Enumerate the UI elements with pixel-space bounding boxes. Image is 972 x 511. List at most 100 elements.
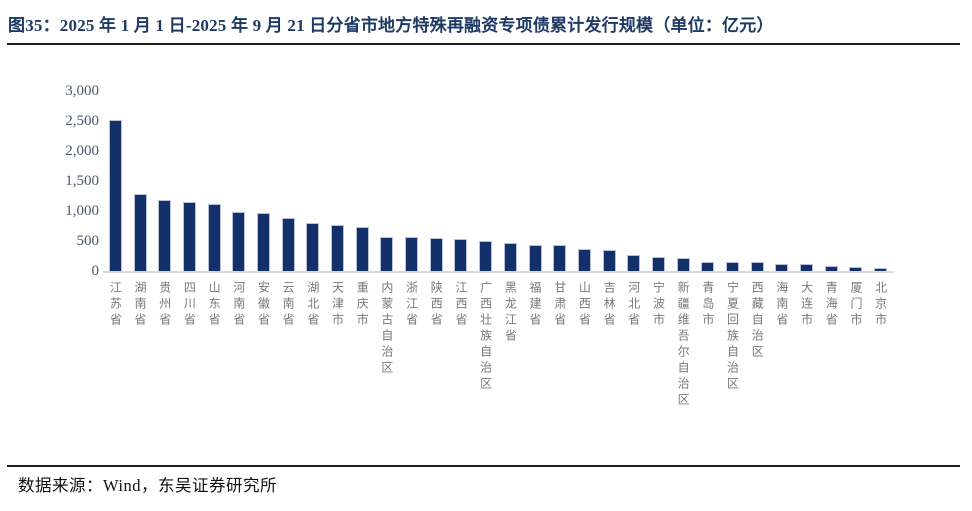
x-axis-label: 山东省 — [207, 281, 222, 329]
x-axis-label: 河北省 — [626, 281, 641, 329]
x-axis-label: 天津市 — [330, 281, 345, 329]
x-axis-label: 山西省 — [577, 281, 592, 329]
x-label-slot: 宁夏回族自治区 — [720, 281, 745, 393]
y-axis-labels: 0 500 1,000 1,500 2,000 2,500 3,000 — [0, 0, 99, 460]
x-axis-labels: 江苏省 湖南省 贵州省 四川省 山东省 河南省 安徽省 云南省 湖北省 天津市 重庆市 内蒙古自治区浙… — [103, 281, 893, 409]
x-label-slot: 湖北省 — [301, 281, 326, 329]
bar — [405, 237, 419, 271]
x-label-slot: 大连市 — [794, 281, 819, 329]
x-label-slot: 江西省 — [449, 281, 474, 329]
bar — [355, 226, 369, 271]
x-axis-label: 浙江省 — [404, 281, 419, 329]
x-axis-label: 厦门市 — [848, 281, 863, 329]
x-label-slot: 山东省 — [202, 281, 227, 329]
x-label-slot: 河北省 — [621, 281, 646, 329]
bar — [281, 218, 295, 271]
bar-slot — [449, 91, 474, 271]
x-axis-label: 云南省 — [281, 281, 296, 329]
bar-slot — [745, 91, 770, 271]
x-axis-label: 海南省 — [774, 281, 789, 329]
bar-slot — [424, 91, 449, 271]
y-tick-label: 1,500 — [65, 173, 99, 189]
x-label-slot: 北京市 — [868, 281, 893, 329]
bar — [528, 245, 542, 271]
bar — [627, 254, 641, 271]
bar-slot — [202, 91, 227, 271]
x-axis-label: 甘肃省 — [552, 281, 567, 329]
bar-slot — [523, 91, 548, 271]
x-label-slot: 新疆维吾尔自治区 — [671, 281, 696, 409]
bar-slot — [350, 91, 375, 271]
x-axis-label: 四川省 — [182, 281, 197, 329]
bar — [158, 200, 172, 271]
bar — [232, 211, 246, 271]
x-axis-label: 青海省 — [824, 281, 839, 329]
x-label-slot: 云南省 — [276, 281, 301, 329]
bar-slot — [152, 91, 177, 271]
bar — [849, 267, 863, 271]
bar-slot — [177, 91, 202, 271]
bar — [429, 237, 443, 271]
bar-slot — [696, 91, 721, 271]
y-tick-label: 2,000 — [65, 143, 99, 159]
x-axis-label: 西藏自治区 — [750, 281, 765, 361]
x-label-slot: 内蒙古自治区 — [375, 281, 400, 377]
bar — [651, 256, 665, 271]
bar — [331, 225, 345, 271]
x-label-slot: 陕西省 — [424, 281, 449, 329]
x-label-slot: 海南省 — [770, 281, 795, 329]
y-tick-label: 2,500 — [65, 113, 99, 129]
bar — [182, 202, 196, 271]
x-label-slot: 安徽省 — [251, 281, 276, 329]
bar-slot — [646, 91, 671, 271]
x-axis-label: 江西省 — [453, 281, 468, 329]
bar-slot — [868, 91, 893, 271]
x-label-slot: 厦门市 — [844, 281, 869, 329]
x-axis-label: 大连市 — [799, 281, 814, 329]
bar-slot — [720, 91, 745, 271]
x-label-slot: 黑龙江省 — [498, 281, 523, 345]
x-label-slot: 吉林省 — [597, 281, 622, 329]
x-axis-label: 安徽省 — [256, 281, 271, 329]
bar-slot — [128, 91, 153, 271]
x-label-slot: 贵州省 — [152, 281, 177, 329]
x-label-slot: 甘肃省 — [547, 281, 572, 329]
x-axis-label: 湖南省 — [133, 281, 148, 329]
footer-divider — [7, 465, 960, 467]
x-label-slot: 西藏自治区 — [745, 281, 770, 361]
x-axis-label: 黑龙江省 — [503, 281, 518, 345]
x-label-slot: 青岛市 — [696, 281, 721, 329]
bar-series — [103, 91, 893, 271]
bar — [874, 267, 888, 271]
bar-slot — [844, 91, 869, 271]
bar-slot — [103, 91, 128, 271]
bar-slot — [473, 91, 498, 271]
y-tick-label: 500 — [76, 233, 100, 249]
x-axis-label: 宁波市 — [651, 281, 666, 329]
x-axis-label: 湖北省 — [305, 281, 320, 329]
bar-slot — [498, 91, 523, 271]
bar-slot — [226, 91, 251, 271]
bar-slot — [572, 91, 597, 271]
plot-area — [103, 91, 893, 273]
bar-slot — [375, 91, 400, 271]
figure-title: 图35：2025 年 1 月 1 日-2025 年 9 月 21 日分省市地方特… — [8, 16, 774, 35]
x-axis-label: 江苏省 — [108, 281, 123, 329]
bar-slot — [399, 91, 424, 271]
bar — [479, 241, 493, 271]
bar — [207, 204, 221, 271]
bar-slot — [251, 91, 276, 271]
x-label-slot: 重庆市 — [350, 281, 375, 329]
bar — [503, 243, 517, 271]
bar-slot — [770, 91, 795, 271]
bar-slot — [671, 91, 696, 271]
bar — [256, 212, 270, 271]
x-axis-label: 陕西省 — [429, 281, 444, 329]
bar-slot — [597, 91, 622, 271]
y-tick-label: 3,000 — [65, 83, 99, 99]
bar-slot — [794, 91, 819, 271]
bar — [577, 248, 591, 271]
x-axis-label: 青岛市 — [700, 281, 715, 329]
bar — [726, 262, 740, 271]
